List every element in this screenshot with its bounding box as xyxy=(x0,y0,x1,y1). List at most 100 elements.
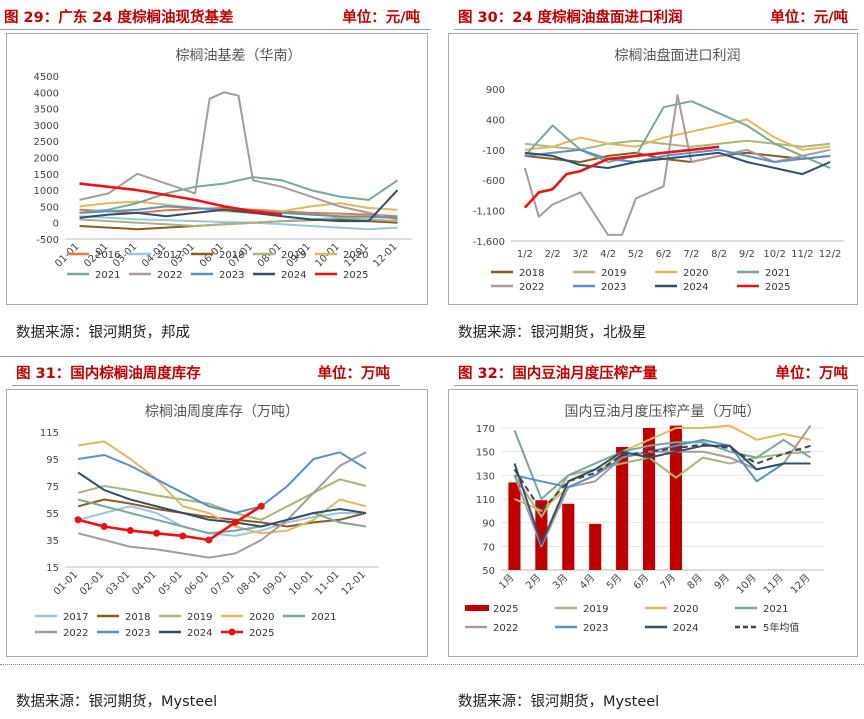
legend-label-2024: 2024 xyxy=(673,623,698,634)
legend-swatch-2025 xyxy=(465,605,489,611)
chart-29-box: 棕榈油基差（华南） -500 0 500 1000 1500 2000 2500 3000 350… xyxy=(6,33,428,305)
y-tick-label: 900 xyxy=(486,85,505,96)
x-tick-label: 7/2 xyxy=(683,249,699,260)
x-tick-label: 8/2 xyxy=(711,249,727,260)
series-line-2018 xyxy=(77,498,367,528)
y-tick-label: 55 xyxy=(46,509,59,520)
legend-label-2024: 2024 xyxy=(281,270,306,281)
legend-label-2025: 2025 xyxy=(249,628,274,639)
y-tick-label: 4500 xyxy=(34,72,59,83)
x-tick-label: 5/2 xyxy=(628,249,644,260)
legend-label-2024: 2024 xyxy=(187,628,212,639)
x-tick-label: 4/2 xyxy=(600,249,616,260)
legend-label-2020: 2020 xyxy=(673,604,698,615)
legend-label-2020: 2020 xyxy=(683,268,708,279)
panel-29-unit: 单位：元/吨 xyxy=(342,10,420,26)
series-line-2021 xyxy=(524,100,831,169)
y-tick-label: -100 xyxy=(482,146,505,157)
legend-label-2018: 2018 xyxy=(519,268,544,279)
legend-label-2017: 2017 xyxy=(157,250,182,261)
y-tick-label: 150 xyxy=(476,448,495,459)
chart-title: 国内豆油月度压榨产量（万吨） xyxy=(565,403,761,420)
legend-label-2025: 2025 xyxy=(343,270,368,281)
series-line-2025 xyxy=(523,145,720,209)
legend-label-2019: 2019 xyxy=(583,604,608,615)
series-point-2025 xyxy=(179,532,187,540)
x-tick-label: 11/2 xyxy=(791,249,813,260)
series-line-2018 xyxy=(524,151,831,163)
bar-2025 xyxy=(562,503,575,570)
panel-29-header: 图 29：广东 24 度棕榈油现货基差 单位：元/吨 xyxy=(0,4,430,30)
series-point-2025 xyxy=(231,518,239,526)
x-tick-label: 10-01 xyxy=(287,569,315,597)
legend-label-2017: 2017 xyxy=(63,612,88,623)
x-tick-label: 3月 xyxy=(550,572,570,592)
legend-label-2019: 2019 xyxy=(601,268,626,279)
chart-31-box: 棕榈油周度库存（万吨） 115 95 75 55 35 15 01-01 02-01 03-01 0… xyxy=(6,389,428,657)
legend-marker-2025 xyxy=(228,628,236,636)
x-tick-label: 06-01 xyxy=(183,569,211,597)
legend-label-2018: 2018 xyxy=(219,250,244,261)
y-tick-label: 110 xyxy=(476,495,495,506)
chart-title: 棕榈油周度库存（万吨） xyxy=(145,404,299,420)
x-tick-label: 1/2 xyxy=(517,249,533,260)
legend-label-2022: 2022 xyxy=(157,270,182,281)
series-point-2025 xyxy=(126,527,134,535)
panel-32-unit: 单位：万吨 xyxy=(775,366,849,382)
y-tick-label: 115 xyxy=(40,428,59,439)
x-tick-label: 5月 xyxy=(604,572,624,592)
panel-30-unit: 单位：元/吨 xyxy=(770,10,848,26)
x-tick-label: 08-01 xyxy=(256,241,284,269)
x-tick-label: 11-01 xyxy=(314,569,342,597)
legend-label-2022: 2022 xyxy=(63,628,88,639)
series-line-2022 xyxy=(77,451,367,559)
x-tick-label: 2/2 xyxy=(545,249,561,260)
x-tick-label: 12/2 xyxy=(819,249,841,260)
legend-label-2016: 2016 xyxy=(95,250,120,261)
legend-label-2019: 2019 xyxy=(187,612,212,623)
series-line-2024 xyxy=(524,151,831,176)
chart-title: 棕榈油盘面进口利润 xyxy=(615,47,741,64)
chart-title: 棕榈油基差（华南） xyxy=(176,47,302,64)
panel-31-header: 图 31：国内棕榈油周度库存 单位：万吨 xyxy=(12,360,400,386)
legend-label-2021: 2021 xyxy=(765,268,790,279)
x-tick-label: 12月 xyxy=(788,572,813,597)
legend-label-2018: 2018 xyxy=(125,612,150,623)
series-line-2019 xyxy=(513,450,811,518)
series-point-2025 xyxy=(74,516,82,524)
panel-32-source: 数据来源：银河期货，Mysteel xyxy=(458,694,660,710)
x-tick-label: 04-01 xyxy=(130,569,158,597)
legend-label-2023: 2023 xyxy=(125,628,150,639)
panel-30-header: 图 30：24 度棕榈油盘面进口利润 单位：元/吨 xyxy=(454,4,858,30)
y-tick-label: 400 xyxy=(486,115,505,126)
y-tick-label: 170 xyxy=(476,424,495,435)
chart-32-box: 国内豆油月度压榨产量（万吨） 170 150 130 110 90 70 50 1月 2月 3月 4月… xyxy=(448,389,858,657)
legend-label-2021: 2021 xyxy=(763,604,788,615)
y-tick-label: 50 xyxy=(482,566,495,577)
x-tick-label: 1月 xyxy=(497,572,517,592)
series-line-2021 xyxy=(513,430,812,500)
series-line-2023 xyxy=(514,438,811,489)
panel-31-title: 图 31：国内棕榈油周度库存 xyxy=(16,366,201,382)
x-tick-label: 8月 xyxy=(685,572,705,592)
series-line-2024 xyxy=(79,189,399,223)
legend-label-2020: 2020 xyxy=(249,612,274,623)
x-tick-label: 10-01 xyxy=(314,241,342,269)
legend-label-2023: 2023 xyxy=(219,270,244,281)
y-tick-label: 3500 xyxy=(34,105,59,116)
bar-2025 xyxy=(535,500,548,570)
x-tick-label: 2月 xyxy=(523,572,543,592)
bar-2025 xyxy=(669,425,683,570)
y-tick-label: 75 xyxy=(46,482,59,493)
series-point-2025 xyxy=(257,502,265,510)
bar-2025 xyxy=(589,523,602,570)
x-tick-label: 4月 xyxy=(577,572,597,592)
series-line-2023 xyxy=(524,148,831,163)
series-line-2022 xyxy=(79,91,398,221)
series-line-2020 xyxy=(77,440,367,535)
chart-30-box: 棕榈油盘面进口利润 900 400 -100 -600 -1,100 -1,600 1/2 2/… xyxy=(448,33,858,305)
y-tick-label: 2000 xyxy=(34,154,59,165)
x-tick-label: 03-01 xyxy=(104,569,132,597)
series-point-2025 xyxy=(205,536,213,544)
